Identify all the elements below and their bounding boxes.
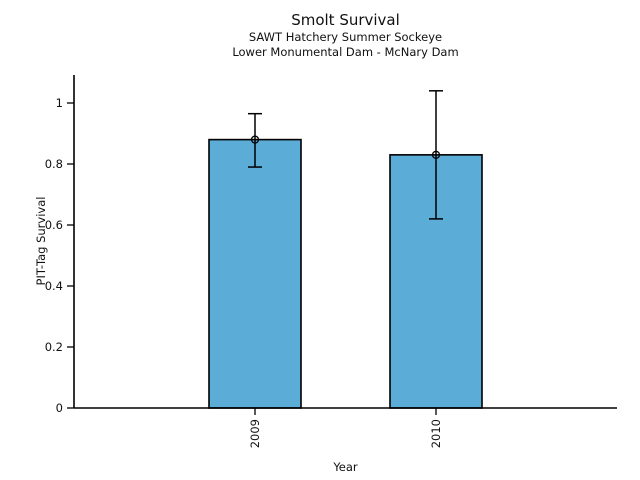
y-tick-label: 0 [56, 401, 63, 415]
y-tick-label: 1 [56, 96, 63, 110]
y-tick-label: 0.2 [45, 340, 63, 354]
chart-title: Smolt Survival [291, 11, 400, 29]
y-axis-label: PIT-Tag Survival [34, 197, 48, 286]
y-tick-label: 0.4 [45, 279, 63, 293]
chart-subtitle-line1: SAWT Hatchery Summer Sockeye [248, 30, 443, 44]
x-tick-label: 2010 [429, 419, 443, 448]
x-axis-label: Year [332, 460, 358, 474]
bar [208, 138, 302, 409]
x-tick-label: 2009 [248, 419, 262, 448]
y-tick-label: 0.6 [45, 218, 63, 232]
data-point-marker [250, 135, 260, 144]
y-tick-label: 0.8 [45, 157, 63, 171]
chart-header: Smolt Survival SAWT Hatchery Summer Sock… [74, 11, 617, 60]
data-point-marker [431, 150, 441, 160]
chart-subtitle-line2: Lower Monumental Dam - McNary Dam [232, 45, 459, 59]
